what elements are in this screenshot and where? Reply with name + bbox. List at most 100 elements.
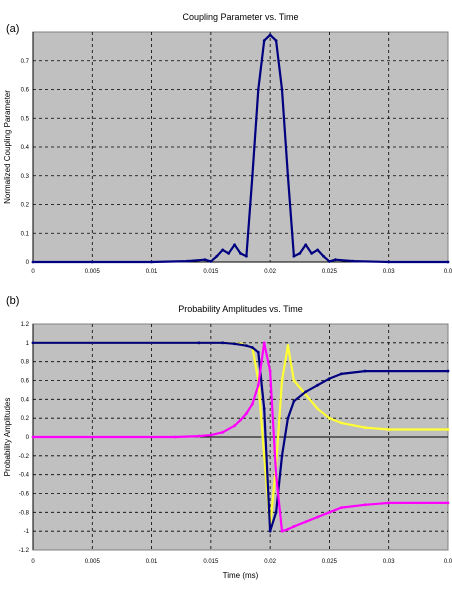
panel-b-series-0-point bbox=[304, 393, 308, 397]
panel-b-y-tick-label: -1 bbox=[24, 529, 30, 535]
panel-b-series-1-point bbox=[197, 341, 201, 345]
panel-b-series-0-point bbox=[446, 428, 450, 431]
panel-b-series-2-point bbox=[387, 501, 391, 505]
panel-b-series-1-point bbox=[250, 346, 254, 349]
panel-b-series-1-point bbox=[316, 383, 319, 387]
panel-b-series-1-point bbox=[280, 454, 284, 458]
panel-b-series-0-point bbox=[286, 344, 290, 348]
panel-b-series-2-point bbox=[250, 402, 254, 406]
panel-b-y-tick-label: -1.2 bbox=[19, 548, 30, 554]
panel-b-series-2-point bbox=[245, 412, 248, 415]
panel-a-y-tick-label: 0.7 bbox=[21, 59, 30, 65]
panel-b-series-2-point bbox=[256, 383, 260, 387]
panel-b-series-2-point bbox=[286, 527, 290, 531]
panel-a-label: (a) bbox=[6, 23, 19, 35]
panel-b-title: Probability Amplitudes vs. Time bbox=[178, 304, 303, 314]
panel-b-y-tick-label: -0.6 bbox=[19, 492, 30, 498]
panel-a-x-tick-label: 0.015 bbox=[203, 269, 219, 275]
panel-b-series-0-point bbox=[316, 407, 319, 411]
panel-b-series-1-point bbox=[304, 390, 308, 394]
panel-a-series-0-point bbox=[316, 248, 319, 252]
panel-a-series-0-point bbox=[304, 243, 308, 247]
panel-a-series-0-point bbox=[227, 251, 231, 255]
panel-a-y-tick-label: 0.4 bbox=[21, 145, 30, 151]
panel-b-x-tick-label: 0.015 bbox=[203, 559, 219, 565]
panel-b-series-1-point bbox=[339, 372, 343, 376]
panel-b-series-2-point bbox=[339, 506, 343, 510]
panel-a-series-0-point bbox=[286, 174, 290, 178]
panel-a-y-tick-label: 0.6 bbox=[21, 88, 30, 94]
panel-a-y-tick-label: 0 bbox=[26, 260, 30, 266]
panel-a-series-0-point bbox=[310, 251, 314, 255]
panel-b-series-1-point bbox=[221, 341, 225, 345]
panel-b-series-2-point bbox=[268, 369, 272, 373]
panel-b-series-0-point bbox=[262, 454, 266, 458]
panel-a-series-0-point bbox=[90, 260, 94, 264]
panel-b-series-2-point bbox=[316, 515, 319, 519]
panel-a-series-0-point bbox=[446, 260, 450, 264]
panel-a-y-tick-label: 0.2 bbox=[21, 203, 30, 209]
panel-b-series-2-point bbox=[280, 529, 284, 533]
panel-b-y-tick-label: 0 bbox=[26, 435, 30, 441]
panel-a-series-0-point bbox=[262, 39, 266, 43]
panel-b-series-1-point bbox=[245, 344, 248, 348]
panel-b-series-2-point bbox=[304, 520, 308, 524]
panel-b-series-2-point bbox=[233, 424, 236, 428]
panel-b-y-tick-label: 1.2 bbox=[21, 322, 30, 328]
panel-a-series-0-point bbox=[322, 254, 325, 258]
panel-a-x-tick-label: 0.02 bbox=[264, 269, 276, 275]
panel-a-series-0-point bbox=[298, 251, 302, 255]
panel-b-series-2-point bbox=[221, 430, 225, 434]
panel-a-series-0-point bbox=[250, 174, 254, 178]
panel-a-x-tick-label: 0.01 bbox=[146, 269, 158, 275]
panel-b-y-label: Probability Amplitudes bbox=[3, 398, 12, 477]
panel-a-series-0-point bbox=[256, 88, 260, 91]
panel-b-series-0-point bbox=[363, 426, 367, 429]
panel-b-x-tick-label: 0.0 bbox=[444, 559, 452, 565]
panel-b-series-1-point bbox=[446, 369, 450, 373]
panel-a-x-tick-label: 0.025 bbox=[322, 269, 338, 275]
panel-b-y-tick-label: 0.6 bbox=[21, 379, 30, 385]
panel-b-series-2-point bbox=[209, 433, 213, 437]
panel-b-series-1-point bbox=[268, 529, 272, 533]
panel-a-series-0-point bbox=[31, 260, 35, 264]
panel-b-y-tick-label: 0.8 bbox=[21, 360, 30, 366]
panel-b-x-tick-label: 0.01 bbox=[146, 559, 158, 565]
panel-b-y-tick-label: 0.4 bbox=[21, 397, 30, 403]
panel-a-x-tick-label: 0.0 bbox=[444, 269, 452, 275]
panel-b-series-1-point bbox=[256, 350, 260, 354]
panel-b-series-0-point bbox=[280, 379, 284, 382]
panel-a-series-0-point bbox=[351, 259, 355, 263]
panel-b-series-2-point bbox=[292, 525, 296, 528]
panel-b-series-1-point bbox=[31, 341, 35, 345]
panel-a-plot-area bbox=[32, 31, 449, 263]
panel-b-x-tick-label: 0 bbox=[31, 559, 35, 565]
panel-a-y-tick-label: 0.3 bbox=[21, 174, 30, 180]
panel-a-series-0-point bbox=[215, 254, 219, 258]
panel-b-series-2-point bbox=[262, 341, 266, 345]
panel-a-series-0-point bbox=[239, 251, 242, 255]
panel-a-series-0-point bbox=[221, 248, 225, 252]
panel-a-x-tick-label: 0.03 bbox=[383, 269, 395, 275]
panel-a-series-0-point bbox=[328, 260, 331, 263]
panel-a-series-0-point bbox=[280, 88, 284, 91]
panel-b-y-tick-label: -0.4 bbox=[19, 473, 30, 479]
panel-b-series-1-point bbox=[328, 377, 331, 381]
panel-b-series-0-point bbox=[387, 428, 391, 431]
panel-a-series-0-point bbox=[150, 260, 153, 264]
panel-a-series-0-point bbox=[245, 254, 248, 258]
panel-b-x-tick-label: 0.03 bbox=[383, 559, 395, 565]
panel-a-series-0-point bbox=[268, 33, 272, 37]
panel-a-series-0-point bbox=[209, 260, 213, 263]
panel-b-x-tick-label: 0.005 bbox=[85, 559, 101, 565]
panel-b-series-0-point bbox=[328, 416, 331, 420]
panel-b-y-tick-label: 0.2 bbox=[21, 416, 30, 422]
panel-b-series-0-point bbox=[339, 421, 343, 425]
panel-a-y-label: Normalized Coupling Parameter bbox=[3, 90, 12, 204]
panel-b-series-1-point bbox=[262, 407, 266, 411]
panel-b-series-2-point bbox=[328, 510, 331, 514]
panel-a-series-0-point bbox=[274, 39, 278, 43]
panel-b-series-1-point bbox=[292, 399, 296, 403]
panel-b-series-1-point bbox=[233, 342, 236, 346]
